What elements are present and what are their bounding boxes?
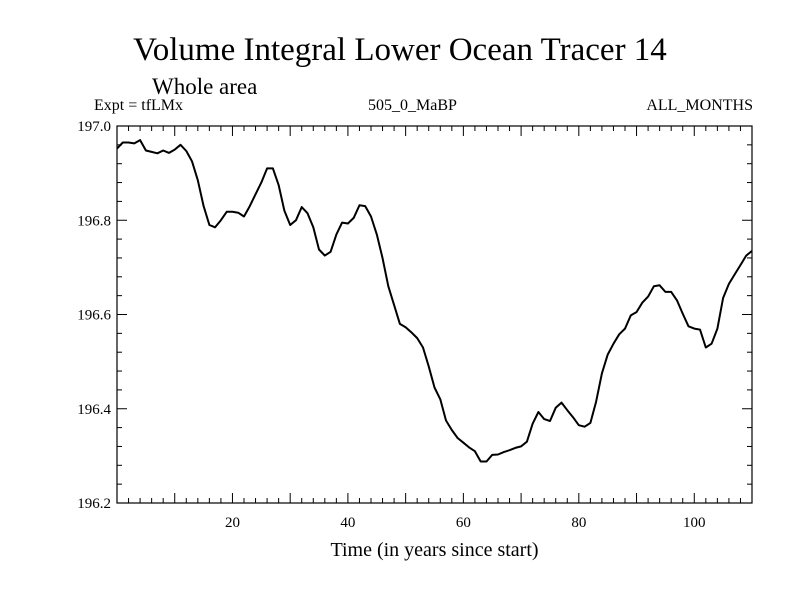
x-tick-label: 100 bbox=[683, 515, 706, 531]
chart-title: Volume Integral Lower Ocean Tracer 14 bbox=[133, 32, 667, 68]
series-line bbox=[116, 139, 753, 463]
y-tick-label: 196.6 bbox=[77, 308, 111, 324]
x-tick-label: 20 bbox=[225, 515, 240, 531]
y-tick-label: 196.2 bbox=[77, 496, 111, 512]
plot-frame bbox=[116, 125, 753, 504]
x-axis-label: Time (in years since start) bbox=[330, 539, 538, 561]
axis-tick-labels: 20 40 60 80 100 196.2 196.4 196.6 196.8 197.0 bbox=[77, 119, 705, 531]
months-label: ALL_MONTHS bbox=[646, 97, 753, 114]
y-tick-label: 196.8 bbox=[77, 213, 111, 229]
y-tick-label: 196.4 bbox=[77, 402, 111, 418]
axis-ticks bbox=[117, 126, 752, 503]
y-tick-label: 197.0 bbox=[77, 119, 111, 135]
run-id-label: 505_0_MaBP bbox=[368, 97, 457, 114]
expt-label: Expt = tfLMx bbox=[94, 97, 184, 114]
x-tick-label: 40 bbox=[340, 515, 355, 531]
chart-subtitle: Whole area bbox=[152, 74, 258, 99]
x-tick-label: 80 bbox=[571, 515, 586, 531]
x-tick-label: 60 bbox=[456, 515, 471, 531]
